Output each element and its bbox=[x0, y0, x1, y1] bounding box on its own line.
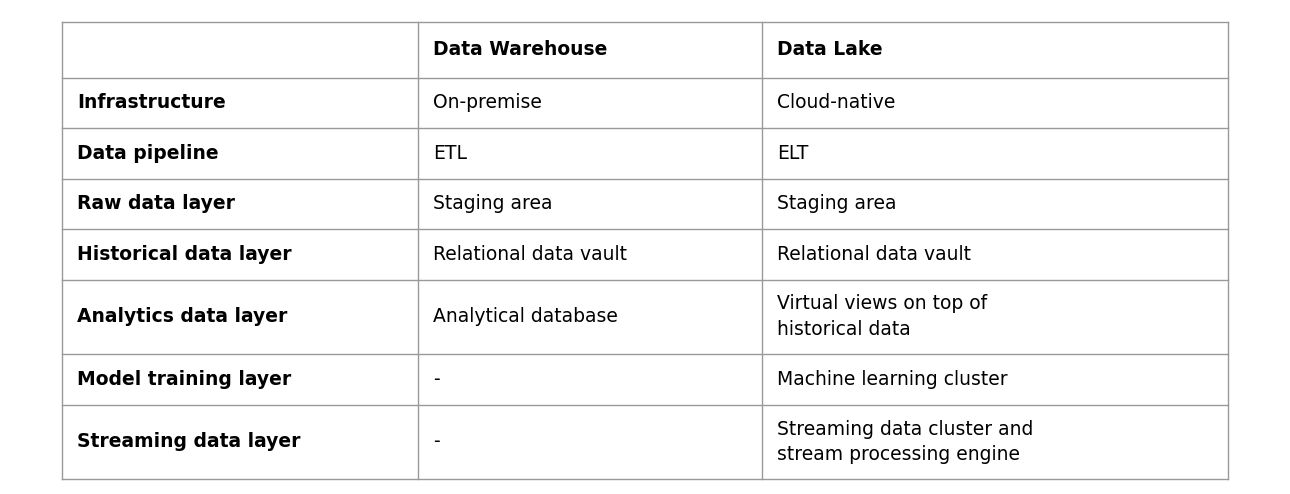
Text: Analytical database: Analytical database bbox=[433, 307, 618, 327]
Text: Cloud-native: Cloud-native bbox=[777, 93, 895, 112]
Text: Staging area: Staging area bbox=[777, 194, 897, 213]
Text: Data Warehouse: Data Warehouse bbox=[433, 41, 608, 59]
Text: Analytics data layer: Analytics data layer bbox=[77, 307, 288, 327]
Text: Data Lake: Data Lake bbox=[777, 41, 882, 59]
Text: Data pipeline: Data pipeline bbox=[77, 144, 219, 163]
Text: Staging area: Staging area bbox=[433, 194, 552, 213]
Text: ETL: ETL bbox=[433, 144, 467, 163]
Text: Historical data layer: Historical data layer bbox=[77, 245, 292, 264]
Text: ELT: ELT bbox=[777, 144, 809, 163]
Text: Infrastructure: Infrastructure bbox=[77, 93, 226, 112]
Text: Streaming data cluster and
stream processing engine: Streaming data cluster and stream proces… bbox=[777, 419, 1033, 464]
Text: -: - bbox=[433, 432, 440, 452]
Text: Relational data vault: Relational data vault bbox=[777, 245, 971, 264]
Text: Streaming data layer: Streaming data layer bbox=[77, 432, 301, 452]
Text: Model training layer: Model training layer bbox=[77, 370, 292, 389]
Text: Virtual views on top of
historical data: Virtual views on top of historical data bbox=[777, 294, 987, 339]
Text: Machine learning cluster: Machine learning cluster bbox=[777, 370, 1007, 389]
Text: Raw data layer: Raw data layer bbox=[77, 194, 235, 213]
Text: -: - bbox=[433, 370, 440, 389]
Text: Relational data vault: Relational data vault bbox=[433, 245, 627, 264]
Text: On-premise: On-premise bbox=[433, 93, 542, 112]
